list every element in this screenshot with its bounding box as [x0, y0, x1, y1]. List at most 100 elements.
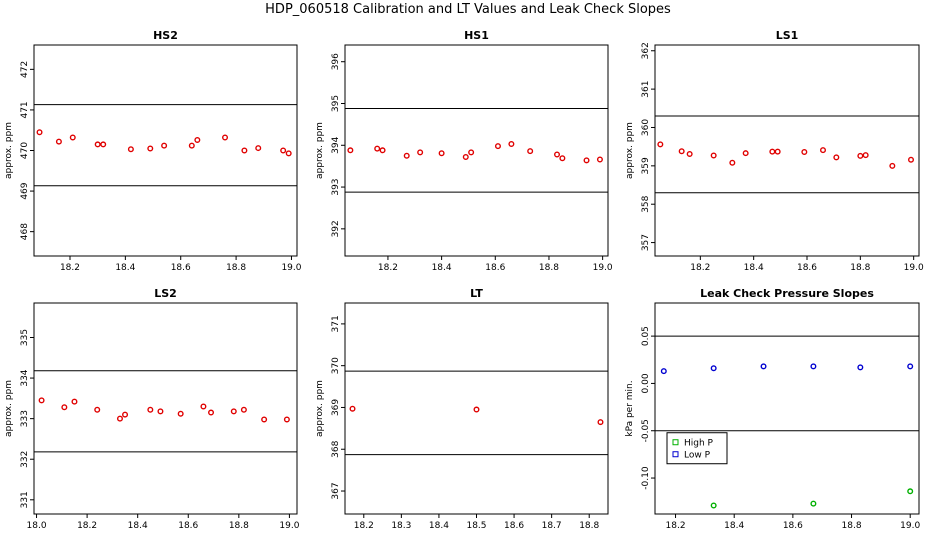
y-tick-label: 395	[331, 95, 341, 112]
y-tick-label: 361	[641, 81, 651, 98]
data-point	[686, 150, 693, 157]
x-tick-label: 18.8	[842, 521, 862, 531]
data-point	[188, 142, 195, 149]
figure-title: HDP_060518 Calibration and LT Values and…	[265, 2, 671, 17]
data-point	[283, 416, 290, 423]
data-point	[157, 408, 164, 415]
data-point	[208, 409, 215, 416]
data-point	[161, 142, 168, 149]
y-tick-label: 362	[641, 42, 651, 59]
data-point	[61, 404, 68, 411]
data-point	[285, 150, 292, 157]
x-tick-label: 18.4	[128, 521, 148, 531]
data-point	[857, 364, 864, 371]
plot-frame	[344, 302, 609, 515]
panel-ls2: LS2 18.0 18.2 18.4 18.6 18.8 19.0 331 332 333 334 3…	[4, 287, 300, 531]
x-tick-label: 18.6	[797, 263, 817, 273]
x-tick-label: 18.5	[466, 521, 486, 531]
data-point	[801, 149, 808, 156]
data-point	[907, 363, 914, 370]
data-point	[769, 148, 776, 155]
legend-label: High P	[684, 439, 714, 449]
data-point	[908, 156, 915, 163]
panel-title: LT	[470, 287, 483, 300]
y-tick-label: 370	[331, 357, 341, 374]
x-tick-label: 18.8	[579, 521, 599, 531]
data-point	[222, 134, 229, 141]
data-point	[660, 368, 667, 375]
data-point	[494, 143, 501, 150]
y-axis-label: approx. ppm	[4, 380, 14, 437]
data-point	[833, 154, 840, 161]
x-tick-label: 18.7	[542, 521, 562, 531]
x-tick-label: 18.6	[783, 521, 803, 531]
data-point	[760, 363, 767, 370]
data-point	[889, 162, 896, 169]
legend-marker	[672, 451, 679, 458]
plot-frame	[33, 302, 298, 515]
data-point	[657, 141, 664, 148]
data-point	[508, 141, 515, 148]
data-point	[127, 146, 134, 153]
y-tick-label: 368	[331, 440, 341, 457]
data-point	[857, 152, 864, 159]
data-point	[438, 150, 445, 157]
data-point	[583, 157, 590, 164]
y-tick-label: 394	[331, 136, 341, 153]
legend-box	[666, 432, 728, 465]
data-point	[597, 419, 604, 426]
data-point	[261, 416, 268, 423]
x-tick-label: 18.2	[60, 263, 80, 273]
data-point	[862, 152, 869, 159]
y-axis-label: approx. ppm	[625, 122, 635, 179]
panel-title: HS2	[153, 29, 178, 42]
y-tick-label: 335	[20, 329, 30, 346]
panel-lt: LT 18.2 18.3 18.4 18.5 18.6 18.7 18.8 367 368 369 3…	[315, 287, 609, 531]
x-tick-label: 18.8	[229, 521, 249, 531]
x-tick-label: 18.2	[354, 521, 374, 531]
y-tick-label: -0.10	[641, 466, 651, 490]
plot-frame	[344, 44, 609, 257]
data-point	[742, 150, 749, 157]
y-tick-label: 470	[20, 142, 30, 159]
x-tick-label: 18.2	[690, 263, 710, 273]
data-point	[230, 408, 237, 415]
x-tick-label: 18.2	[77, 521, 97, 531]
y-tick-label: 358	[641, 195, 651, 212]
data-point	[94, 141, 101, 148]
data-point	[678, 148, 685, 155]
legend-marker	[672, 439, 679, 446]
y-tick-label: 357	[641, 234, 651, 251]
panel-ls1: LS1 18.2 18.4 18.6 18.8 19.0 357 358 359 360 361 36…	[625, 29, 924, 273]
y-tick-label: 0.00	[641, 373, 651, 393]
data-point	[403, 152, 410, 159]
data-point	[596, 156, 603, 163]
y-tick-label: 371	[331, 315, 341, 332]
x-tick-label: 18.2	[378, 263, 398, 273]
data-point	[417, 149, 424, 156]
data-point	[38, 397, 45, 404]
plot-frame	[654, 44, 920, 257]
data-point	[194, 136, 201, 143]
y-tick-label: 360	[641, 119, 651, 136]
data-point	[527, 148, 534, 155]
data-point	[374, 145, 381, 152]
data-point	[69, 134, 76, 141]
data-point	[810, 363, 817, 370]
data-point	[55, 138, 62, 145]
data-point	[710, 365, 717, 372]
data-point	[240, 406, 247, 413]
x-tick-label: 18.3	[391, 521, 411, 531]
data-point	[554, 151, 561, 158]
y-tick-label: 393	[331, 178, 341, 195]
data-point	[347, 147, 354, 154]
y-tick-label: 392	[331, 220, 341, 237]
y-tick-label: 334	[20, 369, 30, 386]
panel-leak: Leak Check Pressure Slopes 18.2 18.4 18.6 18…	[625, 287, 920, 531]
legend-label: Low P	[684, 451, 711, 461]
data-point	[820, 147, 827, 154]
y-axis-label: kPa per min.	[625, 380, 635, 436]
x-tick-label: 18.6	[504, 521, 524, 531]
data-point	[280, 147, 287, 154]
x-tick-label: 18.6	[171, 263, 191, 273]
